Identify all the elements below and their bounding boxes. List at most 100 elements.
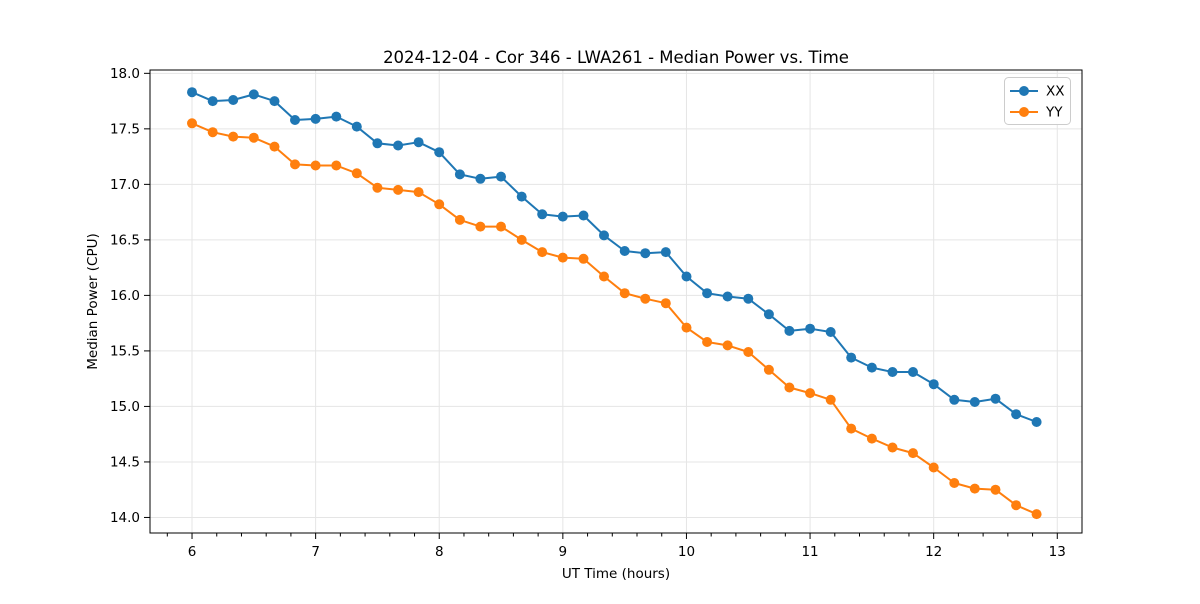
data-series <box>187 87 1042 520</box>
data-point-xx <box>413 137 424 148</box>
data-point-xx <box>908 367 918 377</box>
data-point-xx <box>557 211 568 222</box>
data-point-xx <box>1011 409 1022 420</box>
chart-title: 2024-12-04 - Cor 346 - LWA261 - Median P… <box>383 48 849 67</box>
x-tick-label: 11 <box>801 544 818 560</box>
data-point-yy <box>887 442 898 453</box>
y-tick-label: 15.0 <box>110 399 140 415</box>
data-point-xx <box>537 209 548 220</box>
data-point-yy <box>805 388 816 399</box>
x-axis-label: UT Time (hours) <box>562 566 670 582</box>
data-point-xx <box>743 293 754 304</box>
data-point-yy <box>908 448 918 459</box>
data-point-xx <box>516 191 527 202</box>
data-point-xx <box>228 95 239 105</box>
data-point-yy <box>1011 500 1022 511</box>
data-point-yy <box>599 271 609 282</box>
data-point-yy <box>290 159 300 170</box>
y-tick-label: 14.0 <box>110 510 140 526</box>
data-point-yy <box>372 182 383 193</box>
plot-frame <box>149 69 1083 534</box>
legend-marker-xx <box>1019 86 1029 96</box>
data-point-xx <box>969 397 980 407</box>
y-tick-label: 14.5 <box>110 455 140 471</box>
data-point-yy <box>537 247 548 258</box>
data-point-xx <box>640 248 651 259</box>
data-point-xx <box>1031 417 1042 427</box>
data-point-yy <box>702 337 713 347</box>
data-point-yy <box>990 484 1001 495</box>
y-tick-label: 17.0 <box>110 177 140 193</box>
data-point-yy <box>434 199 445 210</box>
data-point-xx <box>475 173 486 184</box>
data-point-xx <box>187 87 197 98</box>
data-point-xx <box>660 247 671 258</box>
data-point-yy <box>516 234 527 245</box>
data-point-yy <box>846 423 857 434</box>
legend-label-yy: YY <box>1045 105 1063 121</box>
x-tick-label: 9 <box>559 544 568 560</box>
data-point-xx <box>269 96 280 107</box>
data-point-xx <box>434 147 445 158</box>
data-point-xx <box>763 309 774 320</box>
data-point-yy <box>949 478 960 488</box>
data-point-yy <box>619 288 630 299</box>
data-point-xx <box>351 121 362 132</box>
legend: XX YY <box>1004 77 1071 125</box>
data-point-yy <box>496 221 506 232</box>
data-point-xx <box>722 291 733 302</box>
data-point-yy <box>393 184 404 195</box>
data-point-yy <box>331 160 342 171</box>
data-point-xx <box>372 138 383 149</box>
axes: 6 7 8 9 10 11 12 13 14.0 14.5 15.0 15.5 16.0 16.5 17.0… <box>110 66 1083 560</box>
data-point-xx <box>784 325 795 336</box>
data-point-yy <box>722 340 733 351</box>
data-point-xx <box>599 230 609 241</box>
data-point-xx <box>496 171 506 182</box>
data-point-yy <box>866 433 877 444</box>
data-point-xx <box>393 140 404 151</box>
data-point-yy <box>1031 509 1042 520</box>
data-point-xx <box>578 210 589 221</box>
data-point-xx <box>866 362 877 373</box>
data-point-yy <box>660 298 671 309</box>
x-tick-label: 13 <box>1049 544 1066 560</box>
data-point-yy <box>969 483 980 494</box>
data-point-xx <box>290 115 300 125</box>
data-point-yy <box>763 364 774 375</box>
legend-marker-yy <box>1019 107 1029 117</box>
data-point-xx <box>681 271 692 282</box>
legend-entry-xx: XX <box>1010 84 1065 100</box>
x-tick-label: 7 <box>311 544 320 560</box>
data-point-yy <box>578 253 589 264</box>
y-tick-label: 17.5 <box>110 122 140 138</box>
data-point-xx <box>949 394 960 405</box>
legend-label-xx: XX <box>1046 84 1065 100</box>
y-tick-label: 15.5 <box>110 344 140 360</box>
data-point-yy <box>351 168 362 179</box>
data-point-yy <box>640 293 651 304</box>
data-point-yy <box>928 462 939 473</box>
data-point-xx <box>805 323 816 334</box>
data-point-xx <box>990 393 1001 404</box>
data-point-yy <box>413 187 424 198</box>
data-point-yy <box>475 221 486 232</box>
data-point-yy <box>743 347 754 357</box>
gridlines <box>150 70 1082 533</box>
data-point-xx <box>825 327 836 337</box>
data-point-yy <box>228 131 239 142</box>
x-tick-label: 8 <box>435 544 444 560</box>
data-point-yy <box>187 118 197 129</box>
data-point-yy <box>681 322 692 333</box>
y-tick-label: 16.5 <box>110 233 140 249</box>
data-point-xx <box>454 169 465 180</box>
data-point-xx <box>846 352 857 363</box>
data-point-yy <box>248 132 259 143</box>
data-point-xx <box>207 96 218 107</box>
data-point-xx <box>331 111 342 122</box>
y-axis-label: Median Power (CPU) <box>85 233 101 369</box>
x-tick-label: 12 <box>925 544 942 560</box>
data-point-yy <box>207 127 218 138</box>
x-tick-label: 6 <box>188 544 197 560</box>
